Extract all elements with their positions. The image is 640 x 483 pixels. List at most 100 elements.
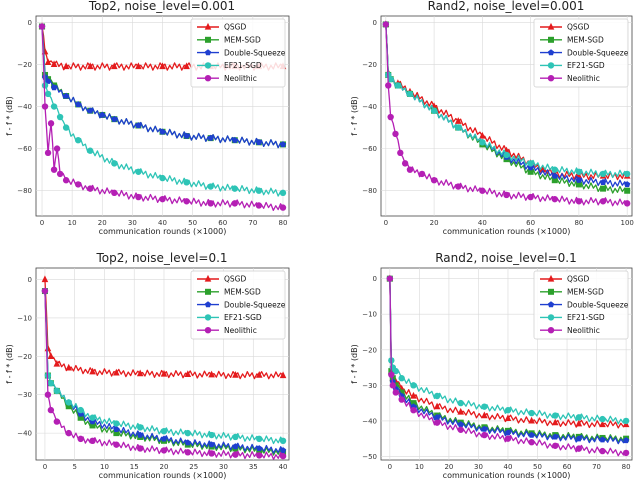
y-tick-label: −40	[17, 103, 32, 111]
chart-title: Rand2, noise_level=0.1	[435, 251, 577, 265]
chart-panel-3: Top2, noise_level=0.1 0 5 10 15 20 25 30 35 40 0 −1…	[5, 251, 290, 480]
data-point	[87, 147, 94, 154]
data-point	[232, 443, 239, 450]
series-neolithic	[382, 21, 631, 207]
data-point	[159, 174, 166, 182]
y-tick-label: −80	[17, 187, 32, 195]
series-line	[385, 24, 628, 179]
data-point	[387, 75, 394, 83]
data-point	[53, 387, 61, 395]
data-point	[279, 141, 287, 148]
data-point	[99, 111, 106, 118]
x-tick-label: 0	[40, 219, 44, 227]
data-point	[255, 202, 263, 209]
data-point	[137, 431, 144, 438]
data-point	[599, 447, 606, 455]
data-point	[86, 62, 94, 70]
data-point	[183, 62, 190, 70]
data-point	[624, 187, 631, 194]
data-point	[410, 407, 417, 414]
data-point	[481, 403, 488, 410]
x-tick-label: 40	[504, 463, 513, 471]
data-point	[528, 439, 535, 446]
data-point	[56, 170, 64, 178]
data-point	[208, 441, 215, 448]
data-point	[552, 442, 559, 449]
data-point	[50, 60, 58, 68]
x-tick-label: 40	[478, 219, 487, 227]
data-point	[77, 406, 84, 414]
data-point	[481, 431, 488, 439]
y-tick-label: −60	[17, 145, 32, 153]
data-point	[279, 447, 287, 454]
data-point	[552, 412, 559, 419]
data-point	[183, 198, 190, 205]
data-point	[551, 172, 558, 179]
data-point	[279, 189, 287, 197]
data-point	[111, 160, 118, 167]
legend: QSGD MEM-SGD Double-Squeeze EF21-SGD Neolith…	[533, 270, 629, 340]
legend-box	[190, 270, 286, 340]
legend-marker	[547, 22, 555, 30]
legend-marker	[548, 288, 554, 295]
x-tick-label: 80	[622, 463, 631, 471]
y-tick-label: −60	[362, 145, 377, 153]
data-point	[50, 84, 58, 91]
data-point	[575, 181, 582, 188]
y-axis-label: f - f * (dB)	[5, 96, 14, 136]
data-point	[575, 445, 583, 452]
data-point	[47, 120, 55, 127]
data-point	[388, 371, 395, 378]
data-point	[53, 359, 61, 367]
data-point	[575, 176, 583, 183]
data-point	[397, 149, 404, 157]
x-tick-label: 10	[100, 463, 109, 471]
y-axis-label: f - f * (dB)	[350, 344, 359, 384]
y-tick-label: 0	[373, 275, 377, 283]
x-tick-label: 20	[98, 219, 107, 227]
data-point	[622, 417, 630, 425]
legend: QSGD MEM-SGD Double-Squeeze EF21-SGD Neolith…	[190, 18, 286, 88]
data-point	[457, 421, 464, 428]
x-tick-label: 20	[444, 463, 453, 471]
data-point	[135, 62, 142, 70]
data-point	[389, 382, 397, 389]
series-line	[389, 278, 627, 457]
data-point	[208, 450, 215, 457]
data-point	[44, 391, 52, 398]
data-point	[62, 177, 70, 184]
legend-label: Neolithic	[224, 74, 257, 83]
data-point	[113, 425, 120, 432]
data-point	[527, 168, 534, 175]
data-point	[406, 166, 414, 173]
data-point	[56, 113, 64, 121]
y-tick-label: −40	[362, 417, 377, 425]
data-point	[65, 403, 72, 410]
data-point	[135, 168, 142, 175]
data-point	[398, 396, 405, 403]
data-point	[255, 187, 263, 194]
data-point	[575, 419, 583, 427]
data-point	[551, 418, 559, 426]
data-point	[232, 371, 239, 378]
x-axis-label: communication rounds (×1000)	[99, 227, 227, 236]
data-point	[183, 179, 190, 186]
legend-label: Neolithic	[567, 74, 600, 83]
legend-marker	[205, 36, 211, 43]
data-point	[208, 431, 215, 439]
x-tick-label: 40	[158, 219, 167, 227]
legend-marker	[204, 274, 212, 282]
data-point	[113, 368, 120, 376]
data-point	[386, 275, 394, 282]
data-point	[623, 170, 631, 178]
data-point	[481, 425, 488, 432]
data-point	[398, 375, 405, 382]
data-point	[47, 406, 55, 414]
data-point	[53, 145, 61, 152]
x-tick-label: 60	[563, 463, 572, 471]
series-line	[389, 278, 627, 425]
data-point	[65, 399, 72, 406]
data-point	[455, 183, 462, 190]
data-point	[433, 392, 441, 400]
y-tick-label: −40	[17, 430, 32, 438]
